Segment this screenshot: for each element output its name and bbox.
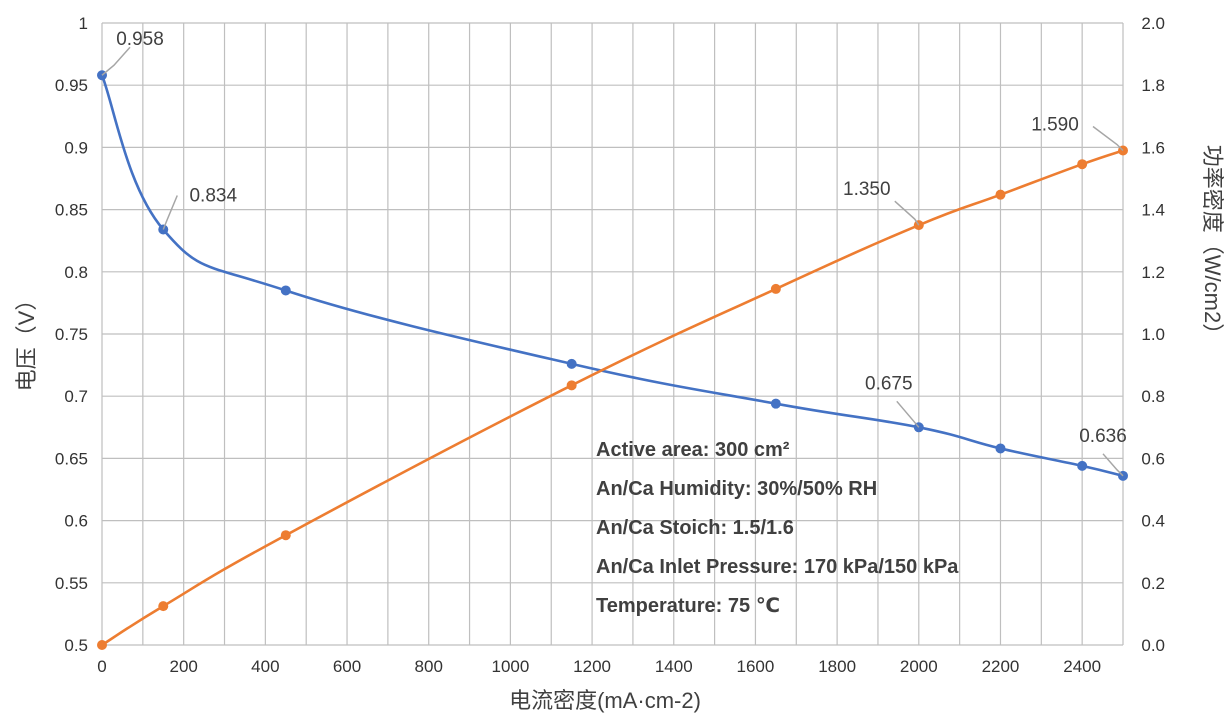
y-right-tick-label: 0.0 [1141, 636, 1165, 655]
series-point-1 [281, 530, 291, 540]
y-left-axis-ticks: 0.5 0.55 0.6 0.65 0.7 0.75 0.8 0.85 0.9 0.95 1 [55, 14, 88, 655]
series-point-0 [1077, 461, 1087, 471]
annotation-line: Active area: 300 cm² [596, 439, 790, 461]
y-right-tick-label: 0.4 [1141, 512, 1165, 531]
series-line-0 [102, 75, 1123, 476]
x-tick-label: 1800 [818, 657, 856, 676]
data-label: 0.675 [865, 373, 913, 394]
y-right-axis-ticks: 0.0 0.2 0.4 0.6 0.8 1.0 1.2 1.4 1.6 1.8 2.0 [1141, 14, 1165, 655]
x-axis-ticks: 0 200 400 600 800 1000 1200 1400 1600 1800 2000 220… [97, 657, 1101, 676]
y-left-tick-label: 0.5 [64, 636, 88, 655]
y-left-tick-label: 0.6 [64, 512, 88, 531]
annotation-line: An/Ca Inlet Pressure: 170 kPa/150 kPa [596, 556, 959, 578]
x-tick-label: 800 [415, 657, 443, 676]
annotation-line: An/Ca Stoich: 1.5/1.6 [596, 517, 794, 539]
series-point-0 [281, 285, 291, 295]
x-tick-label: 1400 [655, 657, 693, 676]
x-tick-label: 2400 [1063, 657, 1101, 676]
data-label-leader [895, 201, 919, 225]
series-point-0 [567, 359, 577, 369]
y-right-tick-label: 0.2 [1141, 574, 1165, 593]
data-label-leader [163, 196, 177, 230]
series-point-1 [771, 284, 781, 294]
series-point-1 [1077, 159, 1087, 169]
data-label-leader [102, 47, 130, 75]
x-tick-label: 0 [97, 657, 106, 676]
y-right-tick-label: 1.8 [1141, 76, 1165, 95]
y-left-tick-label: 1 [79, 14, 88, 33]
series-point-1 [995, 190, 1005, 200]
y-right-tick-label: 2.0 [1141, 14, 1165, 33]
x-tick-label: 1200 [573, 657, 611, 676]
x-tick-label: 2000 [900, 657, 938, 676]
data-label: 0.636 [1079, 426, 1127, 447]
x-tick-label: 2200 [982, 657, 1020, 676]
axis-titles: 电流密度(mA·cm-2) 电压（V） 功率密度（W/cm2） [14, 145, 1225, 713]
data-label: 1.590 [1031, 115, 1079, 136]
y-left-tick-label: 0.7 [64, 387, 88, 406]
y-left-axis-title: 电压（V） [14, 289, 39, 392]
annotation-line: An/Ca Humidity: 30%/50% RH [596, 478, 877, 500]
series-point-0 [995, 443, 1005, 453]
x-tick-label: 1600 [737, 657, 775, 676]
series-point-0 [771, 399, 781, 409]
y-left-tick-label: 0.55 [55, 574, 88, 593]
y-right-tick-label: 1.2 [1141, 263, 1165, 282]
y-left-tick-label: 0.95 [55, 76, 88, 95]
y-right-tick-label: 1.6 [1141, 138, 1165, 157]
y-right-tick-label: 1.0 [1141, 325, 1165, 344]
x-tick-label: 1000 [491, 657, 529, 676]
annotation-block: Active area: 300 cm² An/Ca Humidity: 30%/… [596, 439, 959, 617]
x-axis-title: 电流密度(mA·cm-2) [509, 688, 701, 713]
series-point-1 [567, 380, 577, 390]
y-right-axis-title: 功率密度（W/cm2） [1200, 145, 1225, 345]
y-left-tick-label: 0.8 [64, 263, 88, 282]
x-tick-label: 400 [251, 657, 279, 676]
data-labels: 0.958 0.834 0.675 0.636 1.350 1.590 [102, 29, 1127, 476]
y-right-tick-label: 0.8 [1141, 387, 1165, 406]
y-left-tick-label: 0.85 [55, 201, 88, 220]
x-tick-label: 600 [333, 657, 361, 676]
y-left-tick-label: 0.65 [55, 449, 88, 468]
data-label: 0.834 [189, 186, 237, 207]
x-tick-label: 200 [169, 657, 197, 676]
series-point-1 [97, 640, 107, 650]
annotation-line: Temperature: 75 ℃ [596, 595, 780, 617]
series-point-1 [158, 601, 168, 611]
y-left-tick-label: 0.75 [55, 325, 88, 344]
y-right-tick-label: 1.4 [1141, 201, 1165, 220]
data-label: 1.350 [843, 179, 891, 200]
y-right-tick-label: 0.6 [1141, 449, 1165, 468]
data-label: 0.958 [116, 29, 164, 50]
y-left-tick-label: 0.9 [64, 138, 88, 157]
